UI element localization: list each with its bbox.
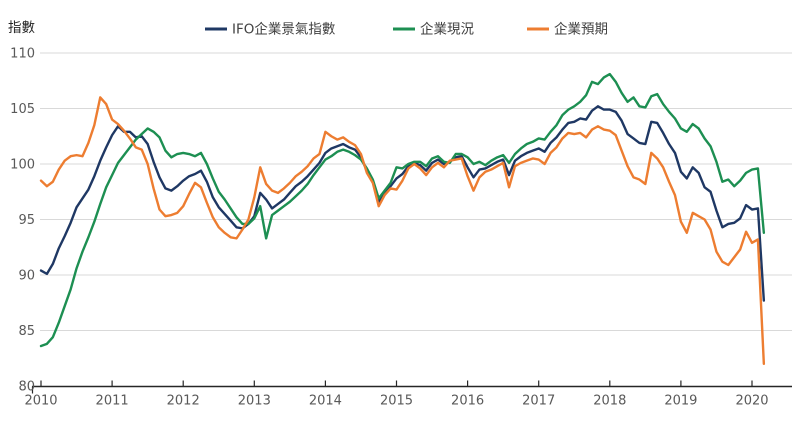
x-axis (31, 380, 792, 394)
y-tick-label-110: 110 (10, 47, 35, 62)
legend: IFO企業景氣指數 企業現況 企業預期 (205, 21, 608, 38)
x-tick-labels: 2010 2011 2012 2013 2014 2015 2016 2017 2018 2019… (24, 394, 768, 409)
y-axis-title: 指數 (8, 20, 35, 36)
series-lines (39, 72, 766, 365)
x-tick-label-2016: 2016 (451, 394, 484, 409)
y-tick-label-80: 80 (18, 380, 35, 395)
y-tick-labels: 110 105 100 95 90 85 80 (10, 47, 35, 395)
x-tick-label-2010: 2010 (24, 394, 57, 409)
y-tick-label-100: 100 (10, 158, 35, 173)
x-tick-label-2013: 2013 (238, 394, 271, 409)
gridlines (40, 52, 792, 331)
x-tick-label-2011: 2011 (96, 394, 129, 409)
y-tick-label-105: 105 (10, 102, 35, 117)
legend-label-current: 企業現況 (420, 21, 474, 38)
y-tick-label-90: 90 (18, 269, 35, 284)
x-tick-label-2018: 2018 (593, 394, 626, 409)
y-tick-label-85: 85 (18, 324, 35, 339)
x-tick-label-2014: 2014 (309, 394, 342, 409)
y-tick-label-95: 95 (18, 213, 35, 228)
x-tick-label-2017: 2017 (522, 394, 555, 409)
legend-label-expectations: 企業預期 (554, 21, 608, 38)
x-tick-label-2015: 2015 (380, 394, 413, 409)
x-tick-label-2019: 2019 (664, 394, 697, 409)
x-tick-label-2012: 2012 (167, 394, 200, 409)
series-line-1 (39, 72, 766, 348)
series-line-2 (39, 96, 766, 365)
legend-label-climate: IFO企業景氣指數 (232, 21, 336, 38)
x-tick-label-2020: 2020 (735, 394, 768, 409)
series-line-0 (39, 105, 766, 302)
